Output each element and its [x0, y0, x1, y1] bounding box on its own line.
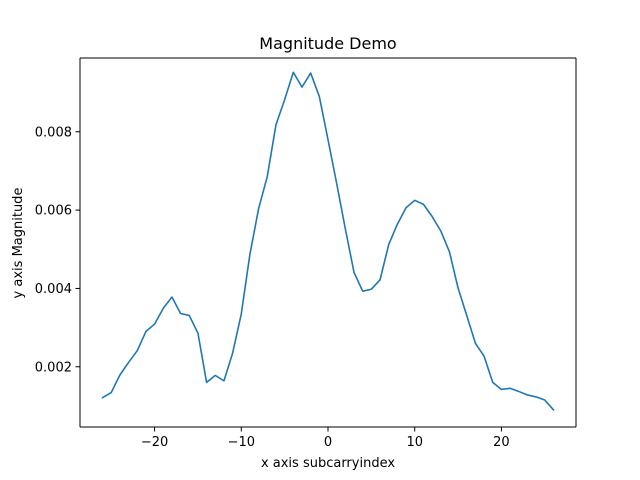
line-layer [101, 71, 555, 411]
x-ticks: −20 −10 0 10 20 [141, 427, 510, 450]
y-tick-label: 0.006 [35, 204, 72, 219]
y-tick-label: 0.002 [35, 360, 72, 375]
x-tick-label: 0 [324, 435, 332, 450]
x-axis-label: x axis subcarryindex [261, 456, 395, 471]
y-tick-label: 0.004 [35, 282, 72, 297]
y-ticks: 0.002 0.004 0.006 0.008 [35, 125, 80, 375]
series-line-0 [101, 71, 555, 411]
axes-background [80, 58, 576, 427]
axes-frame [79, 57, 577, 428]
x-tick-label: 10 [406, 435, 423, 450]
x-tick-label: 20 [493, 435, 510, 450]
plot-area [80, 58, 576, 427]
x-tick-label: −20 [141, 435, 168, 450]
y-tick-label: 0.008 [35, 125, 72, 140]
x-tick-label: −10 [228, 435, 255, 450]
chart-title: Magnitude Demo [259, 34, 396, 53]
y-axis-label: y axis Magnitude [11, 188, 26, 299]
